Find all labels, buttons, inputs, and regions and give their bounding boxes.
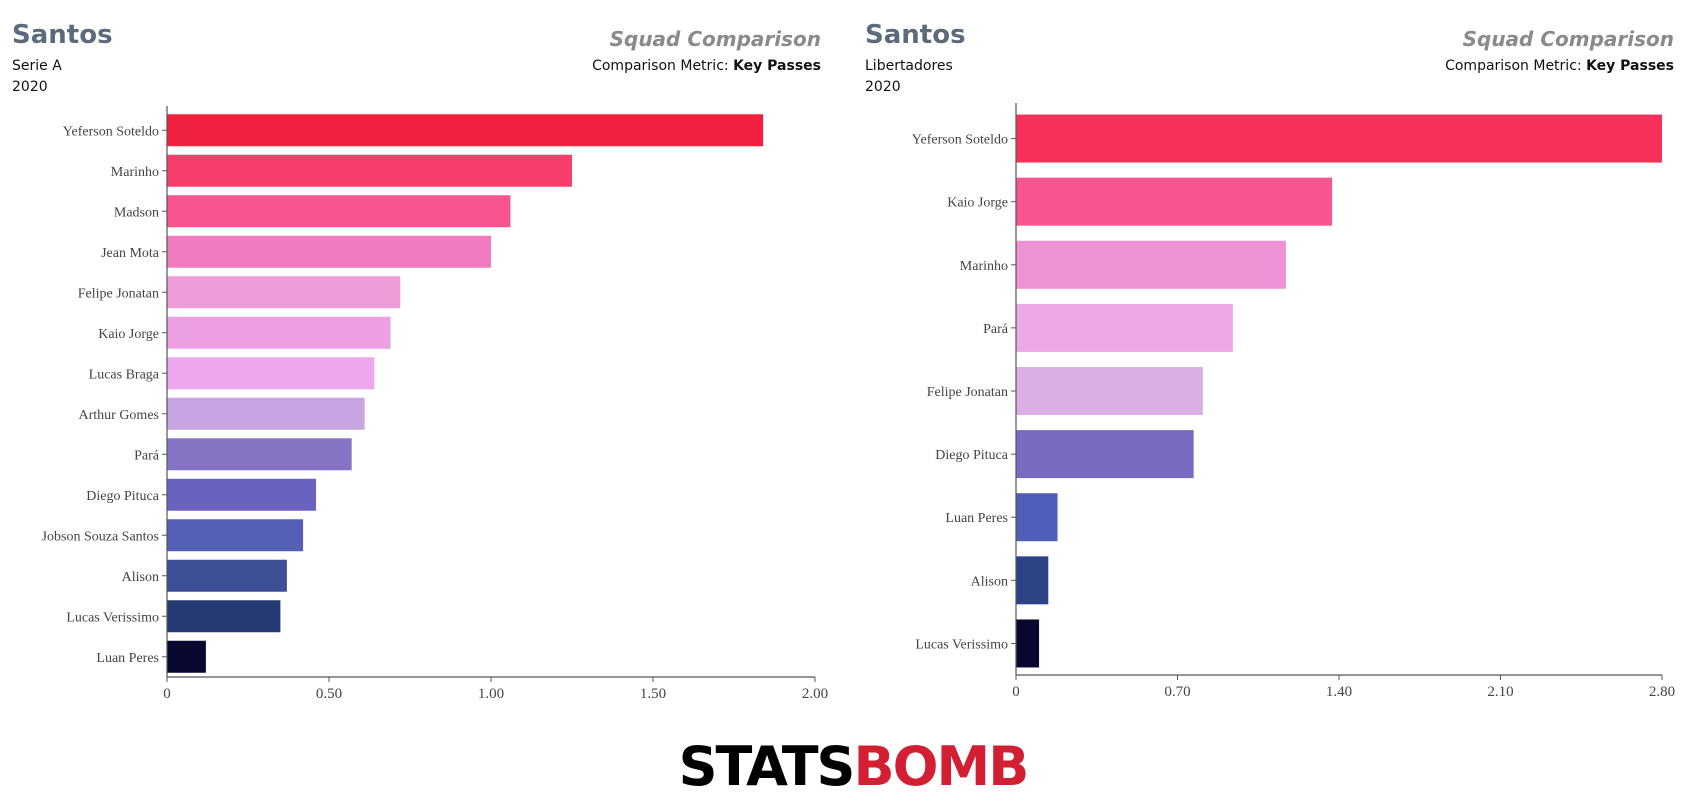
chart-heading: Squad Comparison	[1462, 27, 1674, 51]
category-label: Felipe Jonatan	[927, 385, 1008, 400]
competition-label: Serie A	[12, 58, 62, 74]
category-label: Jobson Souza Santos	[42, 529, 159, 544]
chart-panel-serie-a: Santos Serie A 2020 Squad Comparison Com…	[0, 0, 853, 700]
category-label: Jean Mota	[101, 246, 160, 261]
bar	[167, 438, 352, 471]
category-label: Felipe Jonatan	[78, 286, 159, 301]
bar	[167, 519, 304, 552]
team-name: Santos	[865, 20, 966, 50]
bar	[167, 114, 764, 147]
bar	[1016, 619, 1040, 668]
category-label: Lucas Verissimo	[66, 610, 159, 625]
metric-line: Comparison Metric: Key Passes	[592, 58, 821, 74]
category-label: Arthur Gomes	[79, 408, 160, 423]
category-label: Alison	[971, 574, 1008, 589]
category-label: Marinho	[111, 165, 159, 180]
metric-prefix: Comparison Metric:	[592, 58, 734, 74]
bar	[167, 600, 281, 633]
logo-part-stats: STATS	[678, 735, 856, 798]
category-label: Kaio Jorge	[98, 327, 159, 342]
metric-name: Key Passes	[1586, 58, 1674, 74]
category-label: Madson	[114, 205, 159, 220]
bar	[1016, 367, 1203, 415]
bar	[1016, 493, 1058, 542]
metric-prefix: Comparison Metric:	[1445, 58, 1587, 74]
category-label: Lucas Verissimo	[915, 637, 1008, 652]
category-label: Lucas Braga	[89, 367, 160, 382]
bar-chart-libertadores: Yeferson Soteldo Kaio Jorge Marinho Pará Fel…	[912, 103, 1675, 700]
bar-chart-serie-a: Yeferson Soteldo Marinho Madson Jean Mota Fe…	[42, 106, 828, 700]
bar	[1016, 303, 1233, 352]
bar	[167, 478, 317, 511]
x-tick-label: 1.50	[640, 686, 666, 700]
bar	[1016, 240, 1286, 289]
category-label: Yeferson Soteldo	[63, 124, 159, 139]
bar	[1016, 556, 1049, 605]
category-label: Yeferson Soteldo	[912, 133, 1008, 148]
metric-name: Key Passes	[733, 58, 821, 74]
category-label: Diego Pituca	[86, 489, 159, 504]
chart-panel-libertadores: Santos Libertadores 2020 Squad Compariso…	[853, 0, 1706, 700]
x-tick-label: 0	[1012, 684, 1020, 700]
category-label: Pará	[134, 448, 160, 463]
x-tick-label: 2.00	[802, 686, 828, 700]
season-label: 2020	[12, 79, 48, 95]
logo-part-bomb: BOMB	[853, 735, 1029, 798]
category-label: Luan Peres	[96, 651, 159, 666]
category-label: Alison	[122, 570, 159, 585]
bar	[167, 235, 491, 268]
metric-line: Comparison Metric: Key Passes	[1445, 58, 1674, 74]
team-name: Santos	[12, 20, 113, 50]
x-tick-label: 0.70	[1164, 684, 1190, 700]
x-tick-label: 0	[163, 686, 171, 700]
bar	[167, 316, 391, 349]
chart-heading: Squad Comparison	[609, 27, 821, 51]
x-tick-label: 2.80	[1649, 684, 1675, 700]
bar	[167, 559, 287, 592]
bar	[167, 640, 206, 673]
bar	[167, 154, 572, 187]
bar	[1016, 177, 1333, 226]
x-tick-label: 1.00	[478, 686, 504, 700]
category-label: Luan Peres	[945, 511, 1008, 526]
bar	[167, 195, 511, 228]
season-label: 2020	[865, 79, 901, 95]
category-label: Marinho	[960, 259, 1008, 274]
competition-label: Libertadores	[865, 58, 953, 74]
category-label: Kaio Jorge	[947, 196, 1008, 211]
statsbomb-logo: STATSBOMB	[0, 735, 1706, 798]
x-tick-label: 1.40	[1326, 684, 1352, 700]
bar	[167, 276, 401, 309]
bar	[167, 357, 375, 390]
x-tick-label: 0.50	[316, 686, 342, 700]
category-label: Diego Pituca	[935, 448, 1008, 463]
x-tick-label: 2.10	[1487, 684, 1513, 700]
bar	[1016, 430, 1194, 479]
bar	[167, 397, 365, 430]
bar	[1016, 114, 1662, 163]
category-label: Pará	[983, 322, 1009, 337]
